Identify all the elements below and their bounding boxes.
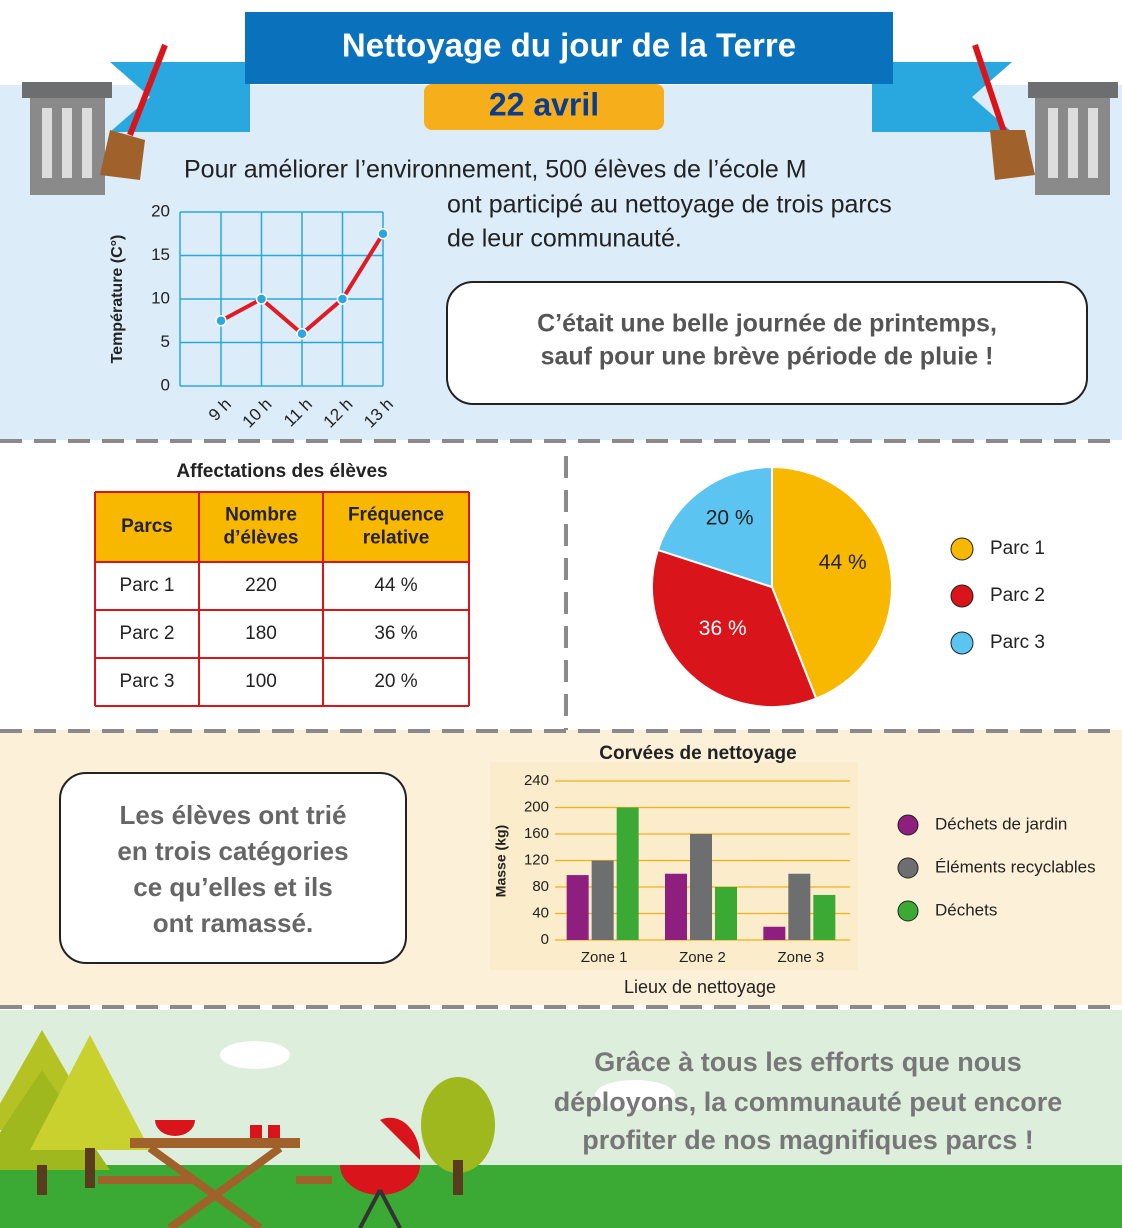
legend-swatch	[898, 901, 918, 921]
closing-line: profiter de nos magnifiques parcs !	[582, 1125, 1034, 1155]
table-cell: 180	[245, 623, 277, 644]
table-cell: 220	[245, 575, 277, 596]
title: Nettoyage du jour de la Terre	[342, 27, 796, 64]
legend-swatch	[951, 585, 973, 607]
legend-label: Parc 3	[990, 632, 1045, 653]
x-axis-label: Lieux de nettoyage	[624, 977, 776, 997]
closing-line: déployons, la communauté peut encore	[554, 1087, 1063, 1117]
point	[216, 316, 226, 326]
y-tick-label: 80	[532, 878, 549, 895]
bar	[788, 874, 810, 940]
chart-title: Corvées de nettoyage	[599, 743, 796, 764]
table-header: d’élèves	[224, 528, 299, 549]
table-cell: Parc 1	[120, 575, 175, 596]
table-cell: 44 %	[374, 575, 417, 596]
table-title: Affectations des élèves	[176, 461, 387, 482]
bar	[617, 808, 639, 941]
intro-line: de leur communauté.	[447, 225, 682, 253]
table-cell: 20 %	[374, 671, 417, 692]
x-tick-label: Zone 2	[679, 949, 726, 966]
legend-swatch	[898, 815, 918, 835]
sorting-line: ce qu’elles et ils	[133, 872, 332, 902]
legend-label: Parc 2	[990, 585, 1045, 606]
y-tick-label: 200	[524, 798, 549, 815]
intro-line: Pour améliorer l’environnement, 500 élèv…	[184, 156, 807, 184]
table-cell: Parc 3	[120, 671, 175, 692]
slice-label: 44 %	[819, 551, 867, 574]
weather-line: C’était une belle journée de printemps,	[537, 310, 997, 338]
bar	[567, 875, 589, 940]
grass	[0, 1165, 1122, 1228]
point	[338, 294, 348, 304]
table-cell: Parc 2	[120, 623, 175, 644]
point	[378, 229, 388, 239]
bar	[763, 927, 785, 940]
legend-swatch	[898, 858, 918, 878]
point	[257, 294, 267, 304]
y-tick-label: 0	[541, 931, 549, 948]
x-tick-label: Zone 1	[581, 949, 628, 966]
legend-swatch	[951, 632, 973, 654]
bar	[665, 874, 687, 940]
y-axis-label: Masse (kg)	[493, 825, 509, 897]
date: 22 avril	[489, 86, 599, 122]
legend-swatch	[951, 538, 973, 560]
sorting-line: Les élèves ont trié	[120, 800, 347, 830]
legend-label: Parc 1	[990, 538, 1045, 559]
legend-label: Déchets de jardin	[935, 814, 1067, 833]
y-tick-label: 40	[532, 904, 549, 921]
bar	[813, 895, 835, 940]
bar	[715, 887, 737, 940]
table-cell: 36 %	[374, 623, 417, 644]
y-tick-label: 10	[151, 288, 170, 307]
closing-line: Grâce à tous les efforts que nous	[594, 1047, 1022, 1077]
table-cell: 100	[245, 671, 277, 692]
sorting-line: en trois catégories	[117, 836, 348, 866]
sorting-line: ont ramassé.	[153, 908, 313, 938]
y-axis-label: Température (C°)	[109, 235, 126, 364]
slice-label: 20 %	[706, 506, 754, 529]
y-tick-label: 240	[524, 772, 549, 789]
table-header: Fréquence	[348, 505, 444, 526]
intro-line: ont participé au nettoyage de trois parc…	[447, 191, 892, 219]
y-tick-label: 0	[161, 375, 170, 394]
y-tick-label: 160	[524, 825, 549, 842]
legend-label: Éléments recyclables	[935, 857, 1096, 876]
weather-line: sauf pour une brève période de pluie !	[541, 343, 994, 371]
y-tick-label: 15	[151, 245, 170, 264]
bar	[690, 834, 712, 940]
table-header: Nombre	[225, 505, 297, 526]
point	[297, 329, 307, 339]
bar	[592, 861, 614, 941]
y-tick-label: 120	[524, 851, 549, 868]
table-header: Parcs	[121, 516, 173, 537]
x-tick-label: Zone 3	[777, 949, 824, 966]
table-header: relative	[363, 528, 430, 549]
y-tick-label: 20	[151, 201, 170, 220]
y-tick-label: 5	[161, 332, 170, 351]
slice-label: 36 %	[699, 617, 747, 640]
legend-label: Déchets	[935, 900, 997, 919]
infographic: Nettoyage du jour de la Terre 22 avril P…	[0, 0, 1122, 1228]
